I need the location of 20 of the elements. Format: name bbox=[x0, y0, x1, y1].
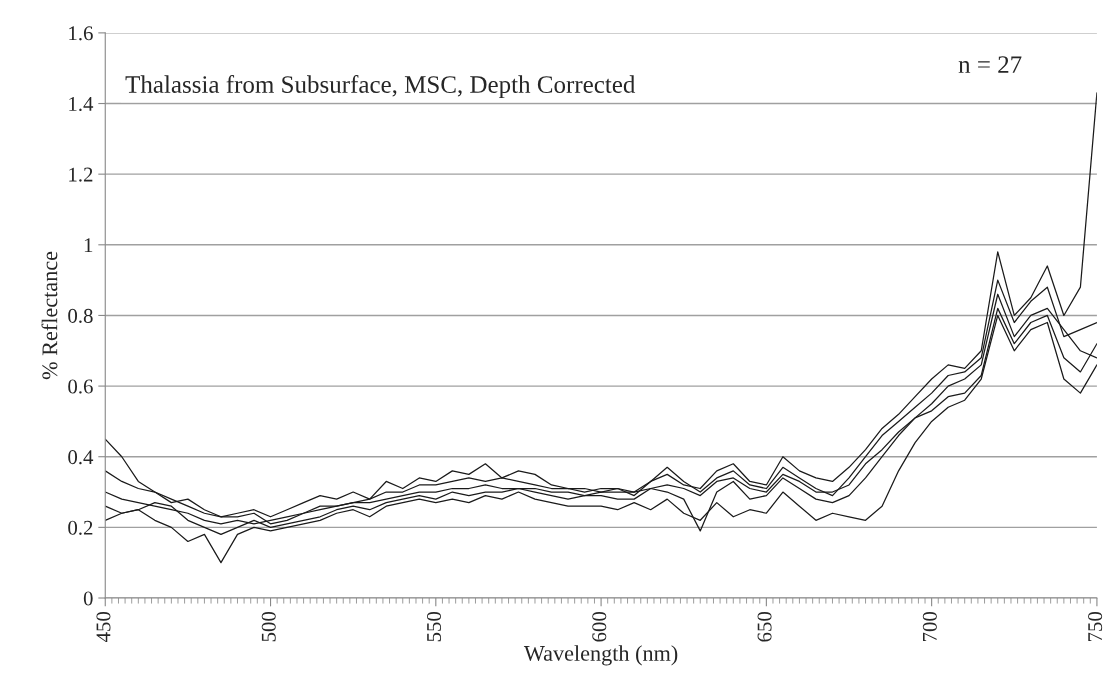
y-tick-label: 1.6 bbox=[69, 26, 93, 41]
x-tick-label: 750 bbox=[1088, 611, 1103, 642]
x-tick-label: 650 bbox=[757, 611, 772, 642]
x-tick-label: 600 bbox=[592, 611, 607, 642]
y-axis-title: % Reflectance bbox=[41, 251, 58, 380]
x-axis-title: Wavelength (nm) bbox=[523, 645, 678, 666]
y-tick-label: 1.2 bbox=[69, 167, 93, 182]
x-tick-label: 700 bbox=[922, 611, 937, 642]
text: Thalassia from Subsurface, MSC, Depth Corrected bbox=[125, 75, 636, 99]
x-tick-label: 500 bbox=[261, 611, 276, 642]
y-tick-label: 1 bbox=[84, 238, 93, 253]
y-tick-label: 1.4 bbox=[69, 97, 94, 112]
y-tick-label: 0 bbox=[83, 591, 93, 606]
x-tick-label: 550 bbox=[426, 611, 442, 642]
y-tick-label: 0.8 bbox=[68, 308, 93, 323]
annotation: n = 27 bbox=[958, 56, 1022, 73]
y-tick-label: 0.2 bbox=[68, 520, 93, 535]
y-tick-label: 0.6 bbox=[68, 379, 93, 394]
y-tick-label: 0.4 bbox=[68, 450, 94, 465]
x-tick-label: 450 bbox=[96, 611, 111, 643]
